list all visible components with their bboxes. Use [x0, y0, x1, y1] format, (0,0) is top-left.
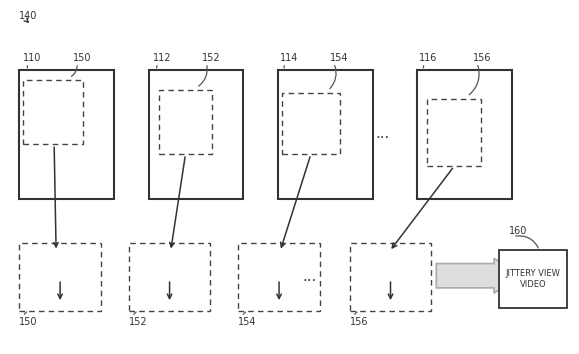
Text: 156: 156: [350, 317, 368, 327]
Text: ...: ...: [375, 127, 390, 141]
Text: 114: 114: [280, 53, 298, 63]
Text: 116: 116: [419, 53, 438, 63]
Bar: [23, 80, 83, 144]
Bar: [19, 244, 101, 311]
Bar: [19, 70, 114, 199]
Bar: [159, 90, 212, 154]
Text: 150: 150: [73, 53, 91, 63]
Text: JITTERY VIEW
VIDEO: JITTERY VIEW VIDEO: [505, 269, 560, 289]
Text: 152: 152: [203, 53, 221, 63]
Bar: [350, 244, 431, 311]
Bar: [282, 93, 340, 154]
Text: 140: 140: [19, 11, 38, 21]
Text: 154: 154: [330, 53, 349, 63]
Text: ...: ...: [303, 270, 317, 284]
Text: 152: 152: [129, 317, 148, 327]
Bar: [149, 70, 243, 199]
Bar: [238, 244, 320, 311]
Bar: [278, 70, 373, 199]
Polygon shape: [437, 258, 522, 293]
Text: 110: 110: [23, 53, 42, 63]
Text: 156: 156: [473, 53, 492, 63]
Bar: [417, 70, 512, 199]
Bar: [499, 250, 567, 308]
Text: 150: 150: [19, 317, 38, 327]
Bar: [427, 99, 481, 166]
Text: 154: 154: [238, 317, 256, 327]
Text: 160: 160: [509, 225, 527, 235]
Bar: [129, 244, 210, 311]
Text: 112: 112: [153, 53, 171, 63]
